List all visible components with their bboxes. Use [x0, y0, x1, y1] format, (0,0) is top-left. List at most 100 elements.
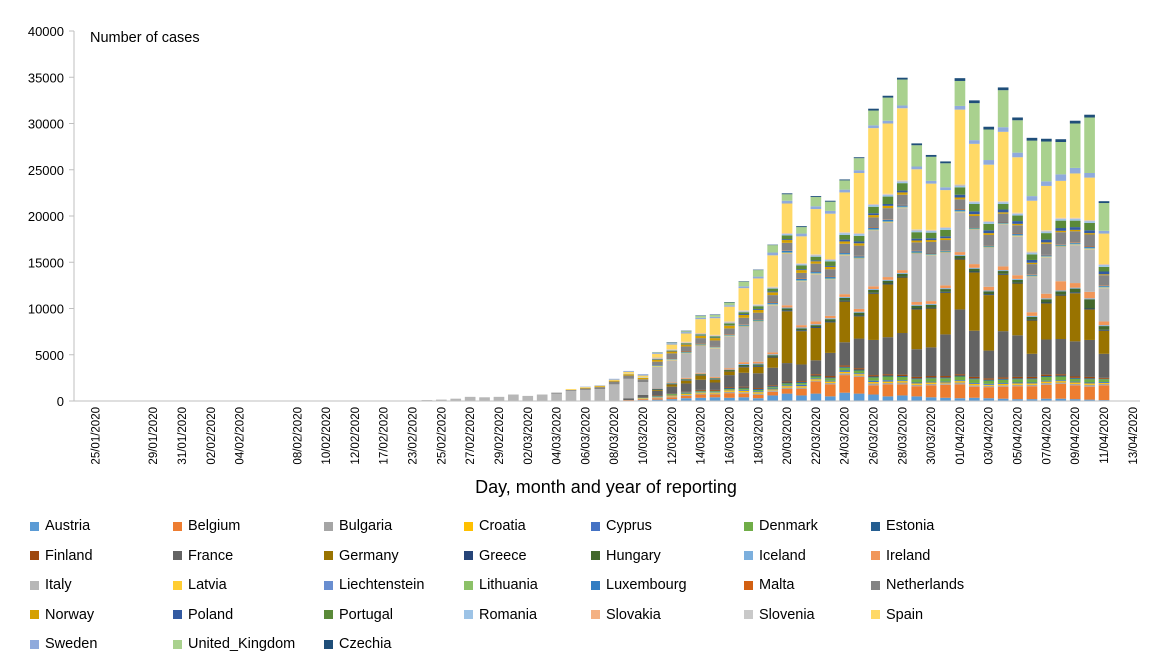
legend-item-sweden: Sweden	[30, 635, 97, 653]
bar-segment-spain	[896, 108, 908, 181]
bar-segment-italy	[695, 345, 706, 373]
bar-segment-united-kingdom	[1098, 203, 1110, 231]
y-tick-label: 40000	[28, 24, 64, 39]
bar-segment-cyprus	[781, 385, 793, 387]
bar-segment-united-kingdom	[824, 201, 836, 211]
bar-segment-croatia	[796, 386, 807, 388]
bar-segment-spain	[781, 203, 793, 234]
bar-segment-france	[911, 349, 923, 377]
bar-segment-belgium	[997, 386, 1009, 399]
bar-segment-denmark	[1055, 376, 1067, 381]
bar-segment-finland	[983, 378, 995, 380]
bar-stack	[1084, 114, 1095, 401]
bar-segment-poland	[925, 238, 937, 241]
bar-segment-denmark	[1012, 379, 1023, 383]
bar-segment-netherlands	[1098, 275, 1110, 286]
bar-segment-cyprus	[824, 380, 836, 382]
bar-segment-germany	[1084, 309, 1095, 340]
bar-segment-denmark	[767, 387, 778, 389]
bar-segment-spain	[623, 371, 634, 374]
bar-segment-finland	[1055, 374, 1067, 376]
bar-segment-sweden	[983, 160, 995, 165]
bar-segment-czechia	[1098, 201, 1110, 204]
bar-segment-sweden	[608, 378, 620, 380]
bar-segment-luxembourg	[1084, 246, 1095, 248]
legend-swatch	[324, 551, 333, 561]
bar-segment-czechia	[997, 87, 1009, 91]
bar-segment-cyprus	[1055, 380, 1067, 382]
bar-segment-cyprus	[839, 370, 851, 372]
x-tick-label: 06/03/2020	[580, 407, 592, 465]
bar-segment-finland	[1069, 376, 1081, 378]
x-tick-label: 30/03/2020	[926, 407, 938, 465]
bar-segment-united-kingdom	[1026, 140, 1038, 197]
bar-segment-portugal	[997, 203, 1009, 210]
legend-swatch	[173, 580, 182, 590]
bar-segment-belgium	[796, 388, 807, 396]
bar-segment-cyprus	[940, 381, 951, 383]
bar-segment-austria	[724, 397, 735, 401]
bar-segment-sweden	[824, 210, 836, 214]
bar-segment-norway	[1098, 274, 1110, 276]
bar-segment-croatia	[1098, 382, 1110, 384]
bar-segment-spain	[796, 236, 807, 264]
legend-swatch	[173, 551, 182, 561]
bar-segment-romania	[896, 181, 908, 184]
bar-segment-bulgaria	[752, 393, 764, 395]
bar-segment-bulgaria	[853, 375, 865, 377]
bar-segment-romania	[839, 233, 851, 235]
bar-segment-poland	[1041, 239, 1052, 243]
bar-segment-portugal	[810, 256, 822, 261]
bar-segment-greece	[1012, 282, 1023, 284]
legend-label: Bulgaria	[339, 518, 393, 534]
bar-segment-netherlands	[969, 216, 980, 228]
bar-segment-italy	[709, 348, 721, 377]
bar-segment-croatia	[752, 392, 764, 394]
bar-segment-hungary	[752, 364, 764, 366]
bar-segment-romania	[853, 234, 865, 236]
bar-segment-spain	[925, 183, 937, 230]
bar-segment-italy	[1012, 236, 1023, 276]
bar-segment-italy	[896, 208, 908, 271]
bar-segment-ireland	[738, 362, 750, 364]
bar-segment-italy	[853, 259, 865, 309]
legend-item-latvia: Latvia	[173, 576, 227, 594]
bar-segment-germany	[767, 357, 778, 368]
legend-swatch	[871, 580, 880, 590]
bar-segment-denmark	[781, 383, 793, 386]
bar-segment-portugal	[853, 235, 865, 242]
bar-segment-italy	[565, 390, 577, 401]
bar-segment-romania	[1084, 221, 1095, 223]
bar-segment-iceland	[1026, 315, 1038, 317]
bar-segment-estonia	[724, 388, 735, 389]
bar-segment-spain	[680, 333, 692, 342]
bar-segment-italy	[1041, 257, 1052, 294]
bar-segment-norway	[652, 359, 663, 362]
bar-stack	[565, 388, 577, 401]
bar-segment-hungary	[1012, 279, 1023, 283]
bar-segment-portugal	[969, 203, 980, 212]
bar-segment-ireland	[882, 277, 894, 280]
bar-segment-denmark	[997, 379, 1009, 383]
bar-stack	[1041, 138, 1052, 401]
bar-segment-spain	[1026, 200, 1038, 252]
bar-segment-estonia	[1041, 376, 1052, 377]
bar-segment-sweden	[1098, 230, 1110, 234]
x-tick-label: 14/03/2020	[696, 407, 708, 465]
bar-segment-poland	[882, 203, 894, 206]
legend-item-netherlands: Netherlands	[871, 576, 964, 594]
bar-segment-united-kingdom	[940, 163, 951, 188]
bar-segment-spain	[853, 172, 865, 234]
legend-label: Ireland	[886, 547, 931, 564]
legend-swatch	[871, 521, 880, 531]
bar-segment-austria	[853, 393, 865, 401]
bar-segment-czechia	[1084, 114, 1095, 118]
legend-swatch	[324, 639, 333, 649]
bar-segment-luxembourg	[983, 245, 995, 247]
bar-segment-greece	[911, 308, 923, 310]
bar-segment-iceland	[940, 288, 951, 290]
bar-segment-iceland	[1041, 298, 1052, 300]
bar-segment-hungary	[724, 370, 735, 371]
bar-stack	[1012, 117, 1023, 401]
bar-segment-belgium	[1041, 384, 1052, 399]
